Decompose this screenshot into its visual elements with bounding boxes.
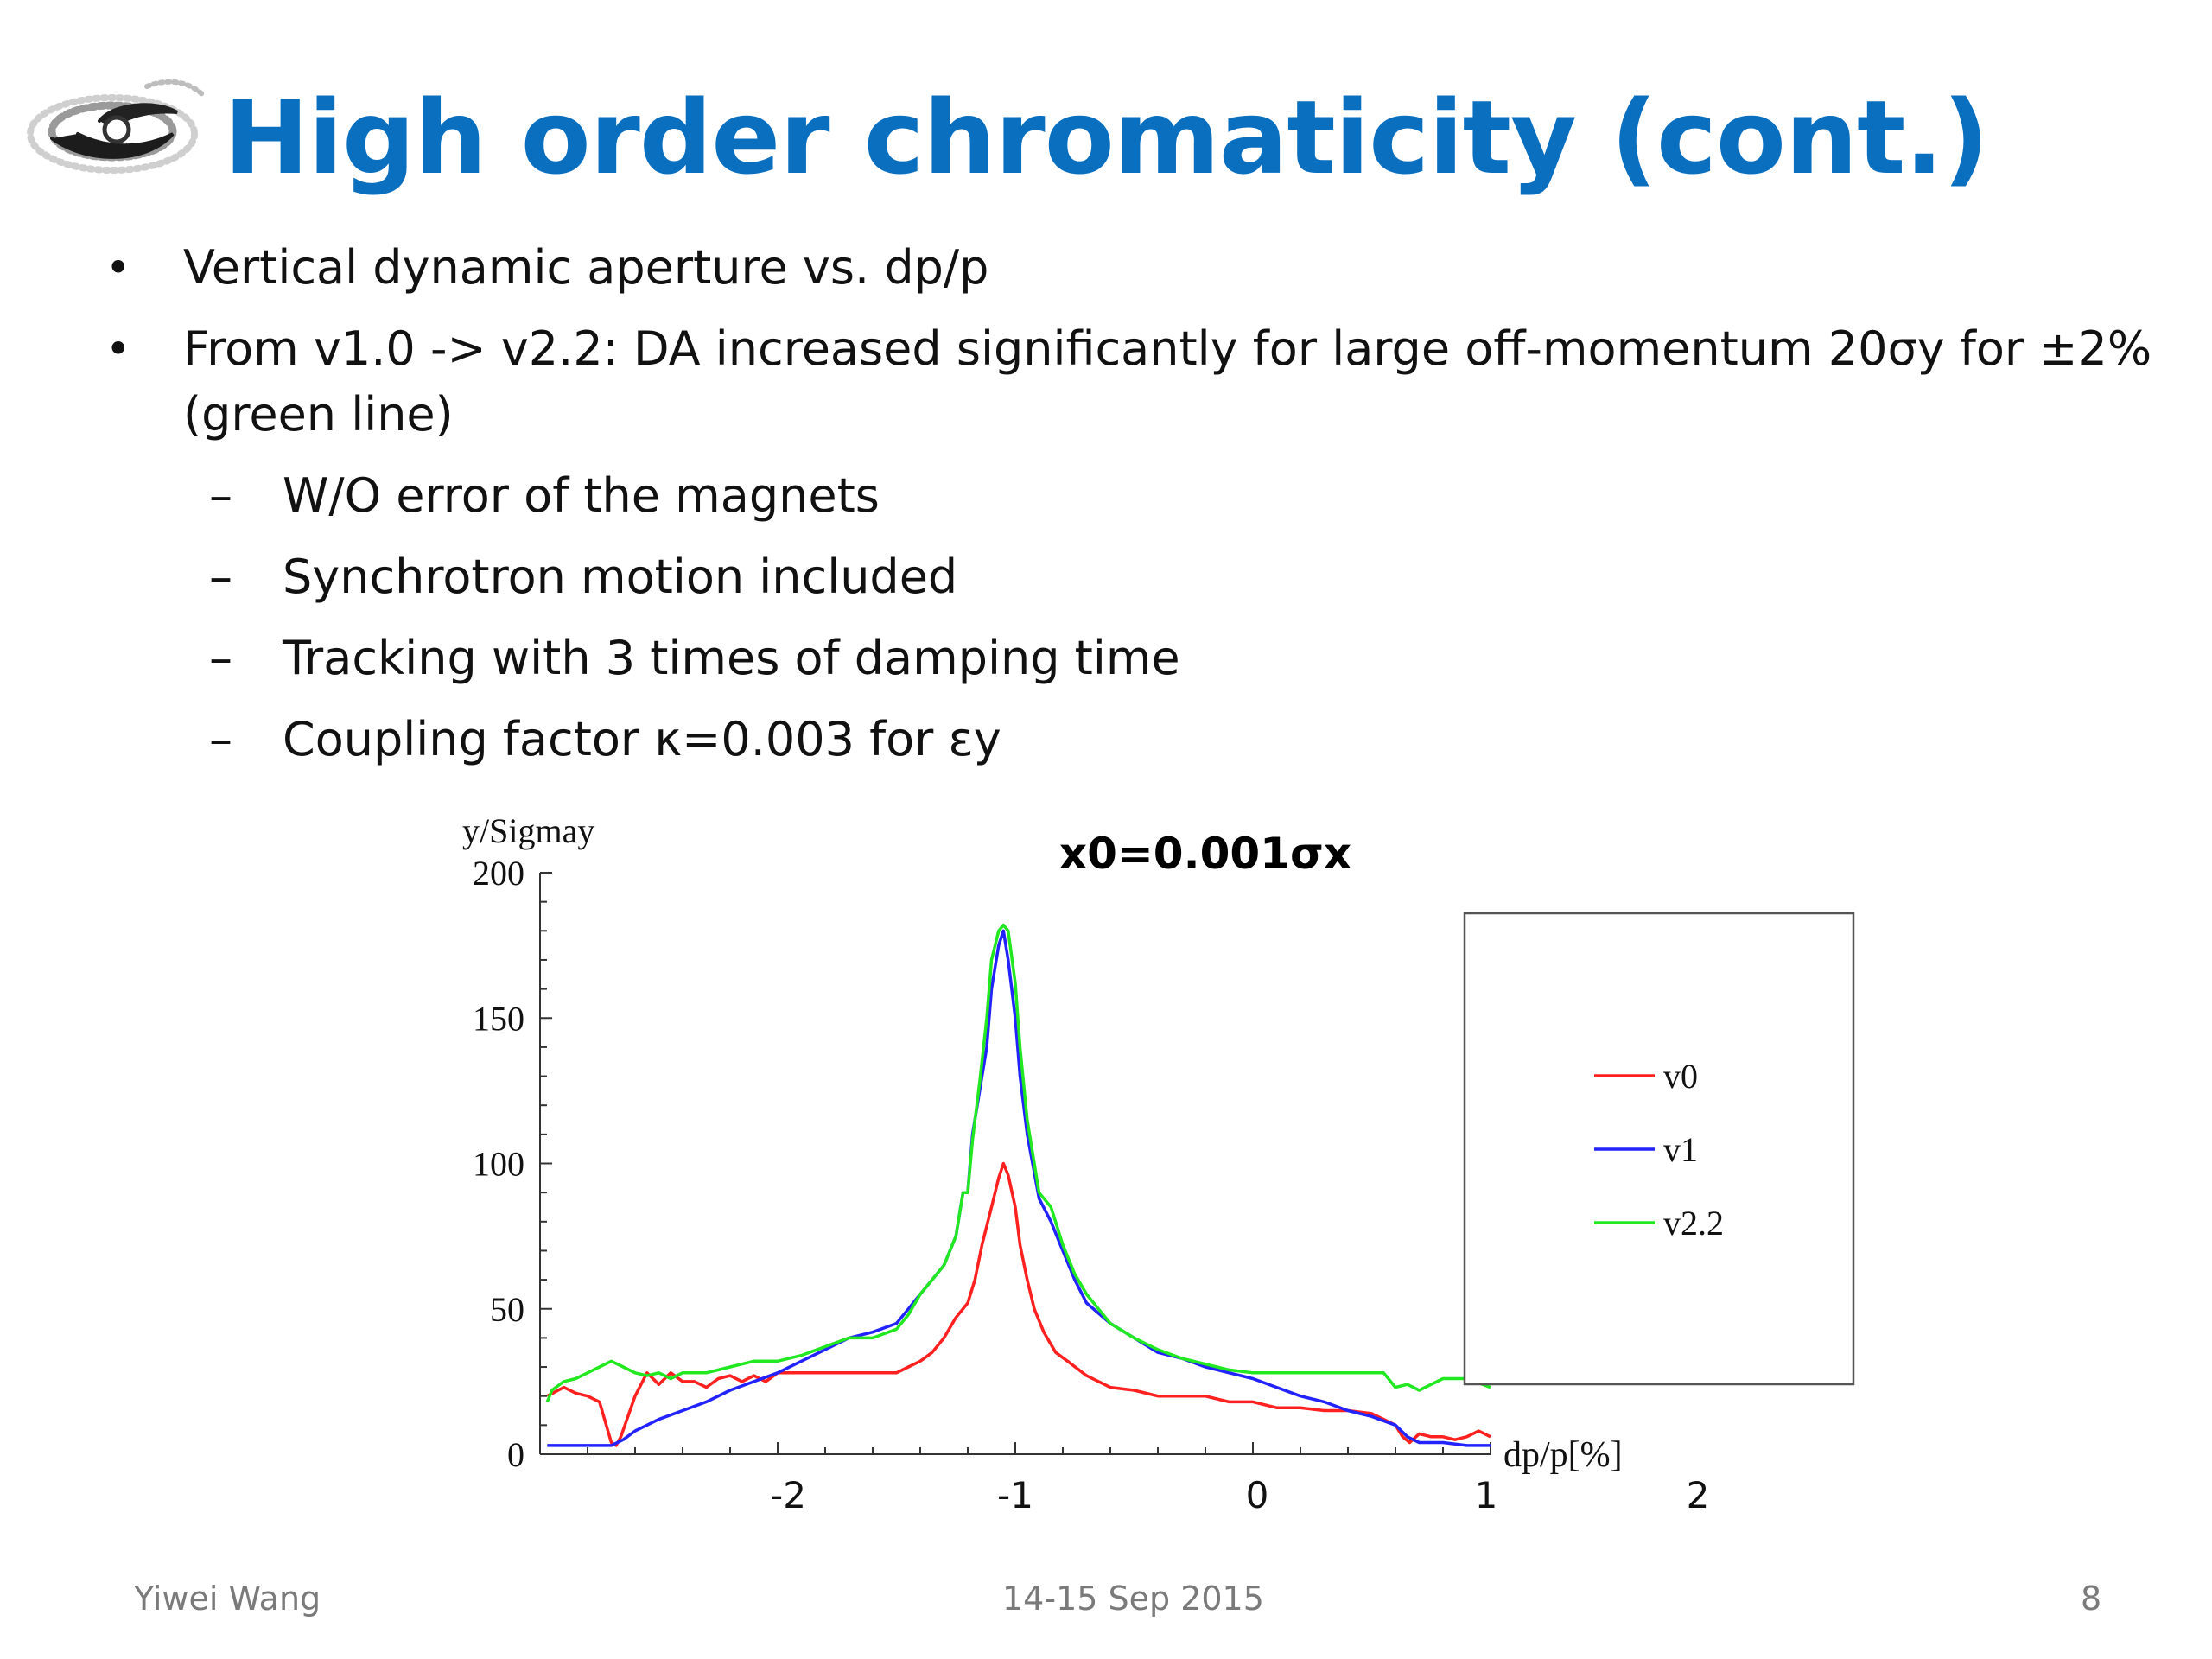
chart-legend: v0 v1 v2.2 [1463, 912, 1855, 1386]
chart-series [545, 923, 1491, 1447]
sub-bullet-1: – W/O error of the magnets [209, 463, 880, 529]
sub-bullet-2-text: Synchrotron motion included [283, 550, 958, 604]
y-tick-label: 200 [473, 854, 524, 893]
footer-date: 14-15 Sep 2015 [1002, 1580, 1264, 1618]
bullet-1-text: Vertical dynamic aperture vs. dp/p [183, 240, 989, 295]
legend-label-v2.2: v2.2 [1663, 1204, 1724, 1243]
x-tick-label: 2 [1687, 1474, 1710, 1516]
sub-bullet-mark: – [209, 468, 232, 523]
x-tick-label: -1 [997, 1474, 1033, 1516]
sub-bullet-3-text: Tracking with 3 times of damping time [283, 631, 1180, 685]
y-tick-label: 0 [507, 1435, 524, 1474]
chart-title: x0=0.001σx [1059, 829, 1351, 879]
sub-bullet-3: – Tracking with 3 times of damping time [209, 626, 1180, 691]
series-line-v0 [546, 1161, 1491, 1447]
chart-axes: -2 -1 0 1 2 0 50 100 150 200 y/Sigmay dp/p[%] x0=0.0… [462, 811, 1709, 1516]
legend-box [1463, 912, 1855, 1386]
bullet-mark: • [105, 324, 131, 374]
slide-title: High order chromaticity (cont.) [223, 78, 1989, 197]
sub-bullet-4: – Coupling factor κ=0.003 for εy [209, 707, 1001, 772]
sub-bullet-4-text: Coupling factor κ=0.003 for εy [283, 712, 1001, 766]
sub-bullet-mark: – [209, 712, 232, 766]
sub-bullet-2: – Synchrotron motion included [209, 544, 958, 610]
x-tick-label: -2 [770, 1474, 806, 1516]
bullet-2-continuation-text: (green line) [183, 387, 454, 442]
legend-label-v1: v1 [1663, 1130, 1698, 1169]
footer-page: 8 [2081, 1580, 2102, 1618]
legend-label-v0: v0 [1663, 1057, 1698, 1096]
sub-bullet-mark: – [209, 550, 232, 604]
y-tick-label: 50 [490, 1290, 524, 1329]
footer-author: Yiwei Wang [134, 1580, 321, 1618]
bullet-2-continuation: (green line) [183, 382, 454, 448]
x-tick-label: 0 [1246, 1474, 1269, 1516]
institute-logo [17, 52, 225, 199]
bullet-2: • From v1.0 -> v2.2: DA increased signif… [105, 316, 2152, 382]
sub-bullet-1-text: W/O error of the magnets [283, 468, 880, 523]
x-axis-label: dp/p[%] [1503, 1435, 1623, 1475]
bullet-1: • Vertical dynamic aperture vs. dp/p [105, 235, 989, 301]
y-tick-label: 150 [473, 999, 524, 1038]
series-line-v2.2 [545, 923, 1491, 1403]
sub-bullet-mark: – [209, 631, 232, 685]
x-tick-label: 1 [1475, 1474, 1498, 1516]
bullet-2-text: From v1.0 -> v2.2: DA increased signific… [183, 321, 2152, 376]
series-line-v1 [547, 929, 1491, 1447]
y-axis-label: y/Sigmay [462, 811, 594, 850]
y-tick-label: 100 [473, 1145, 524, 1184]
bullet-mark: • [105, 243, 131, 293]
